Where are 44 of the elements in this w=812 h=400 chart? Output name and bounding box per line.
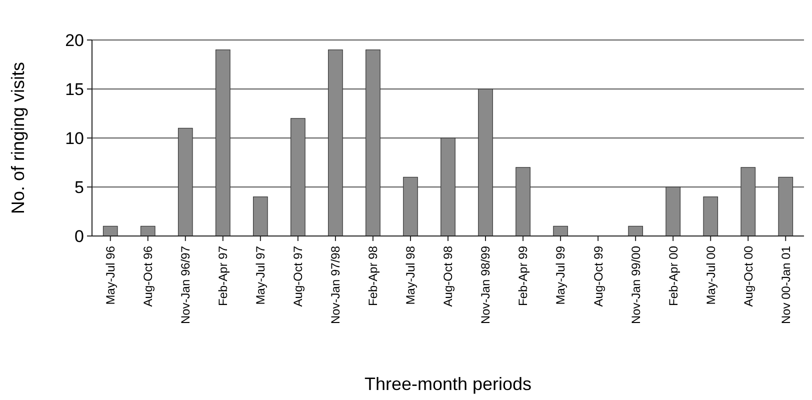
- bar: [178, 128, 193, 236]
- x-tick-label: Aug-Oct 99: [591, 246, 606, 307]
- bar: [366, 50, 380, 236]
- bar: [778, 176, 794, 236]
- x-tick-label: Nov-Jan 97/98: [328, 246, 343, 324]
- x-tick-label: May-Jul 99: [554, 246, 568, 305]
- bar: [516, 167, 530, 236]
- y-tick-label: 0: [74, 226, 84, 246]
- bar: [553, 226, 568, 236]
- y-tick-label: 10: [65, 128, 84, 148]
- bar: [215, 50, 230, 236]
- x-tick-label: Aug-Oct 00: [741, 246, 756, 307]
- y-axis-title: No. of ringing visits: [8, 62, 28, 214]
- bar: [666, 186, 681, 236]
- x-tick-label: Aug-Oct 98: [441, 246, 456, 307]
- x-tick-label: Nov 00-Jan 01: [778, 246, 793, 324]
- x-tick-label: May-Jul 96: [104, 246, 118, 305]
- x-tick-label: Nov-Jan 99/00: [628, 246, 643, 324]
- y-tick-label: 15: [65, 80, 84, 99]
- x-tick-label: Nov-Jan 96/97: [178, 246, 193, 324]
- bar: [703, 196, 718, 236]
- x-tick-label: May-Jul 97: [254, 246, 268, 305]
- bar: [328, 50, 343, 236]
- bar: [478, 88, 493, 236]
- x-tick-label: Nov-Jan 98/99: [478, 246, 493, 324]
- bar: [140, 226, 156, 236]
- x-tick-label: Feb-Apr 97: [216, 246, 230, 306]
- y-tick-label: 5: [74, 178, 84, 197]
- x-tick-label: Feb-Apr 98: [366, 246, 380, 306]
- y-tick-label: 20: [65, 30, 84, 50]
- x-tick-label: Aug-Oct 96: [141, 246, 156, 307]
- bar: [102, 226, 118, 236]
- bar: [403, 176, 418, 236]
- x-tick-label: Feb-Apr 00: [666, 246, 680, 306]
- bar: [628, 226, 643, 236]
- bar: [740, 167, 756, 236]
- bar: [440, 138, 456, 236]
- x-tick-label: Aug-Oct 97: [291, 246, 306, 307]
- x-tick-label: Feb-Apr 99: [516, 246, 530, 306]
- bar: [253, 196, 268, 236]
- x-axis-title: Three-month periods: [364, 374, 532, 394]
- x-tick-label: May-Jul 98: [404, 246, 418, 305]
- x-tick-label: May-Jul 00: [704, 246, 718, 305]
- bar: [290, 118, 306, 236]
